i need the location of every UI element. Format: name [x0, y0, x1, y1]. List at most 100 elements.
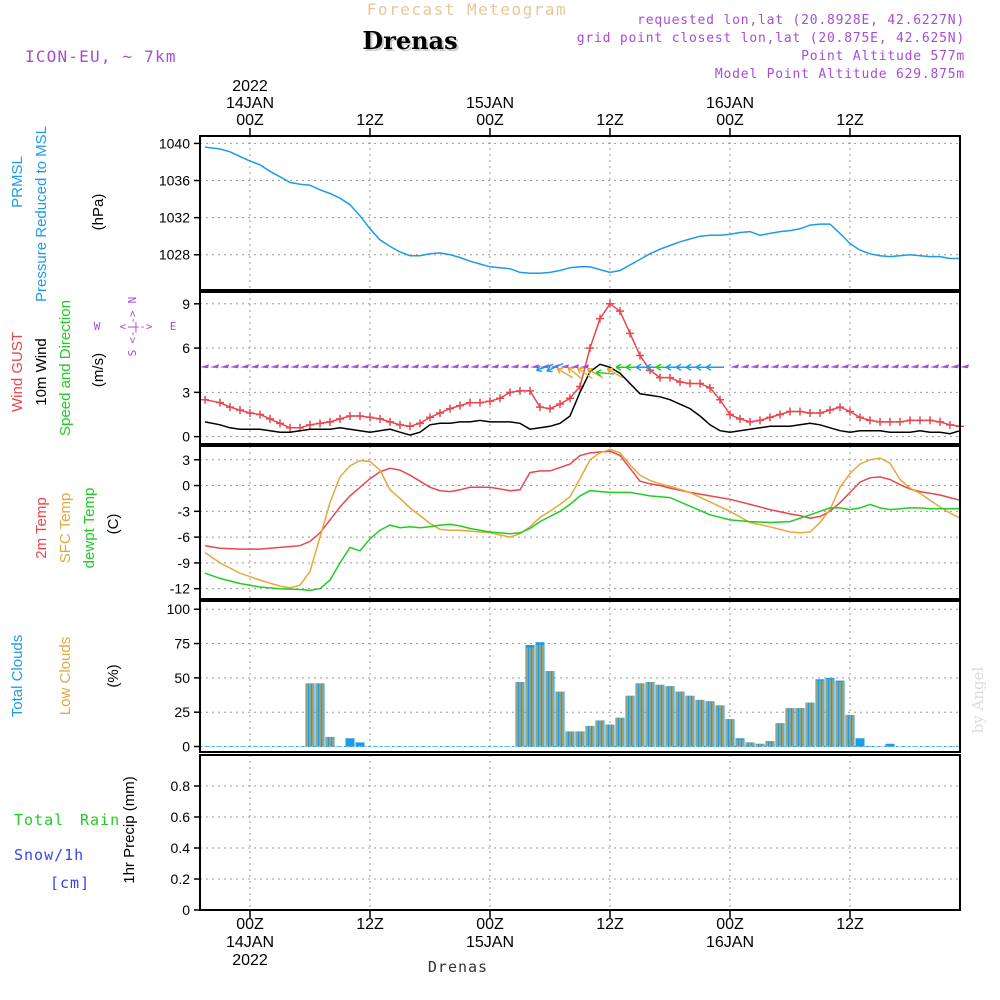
wind-direction-arrow: [330, 364, 339, 369]
wind-direction-arrow: [450, 364, 459, 369]
low-cloud-stripe: [569, 731, 571, 747]
wind-direction-arrow: [870, 364, 879, 369]
gust-marker: [396, 420, 404, 429]
top-time-label: 00Z: [236, 112, 264, 129]
low-cloud-stripe: [326, 736, 328, 747]
temperature-series-1: [204, 448, 961, 589]
precip-side-label-rain: Rain: [80, 811, 120, 829]
low-cloud-stripe: [546, 671, 548, 747]
low-cloud-stripe: [726, 719, 728, 747]
gust-marker: [506, 388, 514, 397]
low-cloud-stripe: [649, 681, 651, 747]
low-cloud-stripe: [716, 705, 718, 747]
wind-direction-arrow: [560, 364, 569, 369]
low-cloud-stripe: [306, 683, 308, 747]
low-cloud-stripe: [576, 731, 578, 747]
low-cloud-stripe: [806, 702, 808, 747]
low-cloud-stripe: [769, 741, 771, 747]
temperature-series-2: [204, 489, 960, 592]
gust-marker: [836, 403, 844, 412]
temperature-panel: 3 0 -3 -6 -9 -12: [170, 445, 961, 600]
low-cloud-stripe: [652, 681, 654, 747]
wind-direction-arrow: [800, 364, 809, 369]
pressure-ytick-label: 1032: [159, 210, 190, 226]
temp-side-label-1: 2m Temp: [33, 497, 50, 558]
gust-marker: [486, 397, 494, 406]
wind-direction-arrow: [850, 364, 859, 369]
clouds-ytick-label: 50: [174, 670, 190, 686]
gust-marker: [546, 404, 554, 413]
location-title-shadow: Drenas: [364, 28, 459, 57]
low-cloud-stripe: [829, 679, 831, 747]
wind-direction-arrow-strong: [546, 362, 564, 373]
low-cloud-stripe: [606, 724, 608, 747]
gust-marker: [886, 417, 894, 426]
wind-direction-arrow: [880, 364, 889, 369]
point-altitude: Point Altitude 577m: [801, 49, 965, 64]
total-cloud-bar: [355, 742, 365, 747]
clouds-ytick-label: 0: [182, 739, 190, 755]
wind-ytick-label: 6: [182, 340, 190, 356]
wind-side-label-3: Speed and Direction: [57, 300, 74, 436]
precip-ytick-label: 0.2: [171, 871, 191, 887]
grid-point-coords: grid point closest lon,lat (20.875E, 42.…: [577, 31, 965, 46]
wind-direction-arrow: [920, 364, 929, 369]
wind-direction-arrow: [220, 364, 229, 369]
clouds-panel: 0 25 50 75 100: [167, 600, 961, 755]
model-altitude: Model Point Altitude 629.875m: [715, 67, 965, 82]
low-cloud-stripe: [746, 742, 748, 747]
temperature-ytick-label: -6: [178, 529, 191, 545]
low-cloud-stripe: [852, 714, 854, 747]
low-cloud-stripe: [719, 705, 721, 747]
wind-direction-arrow-strong: [595, 369, 615, 377]
gust-marker: [906, 416, 914, 425]
low-cloud-stripe: [646, 681, 648, 747]
wind-series-1: [204, 363, 961, 436]
low-cloud-stripe: [709, 701, 711, 747]
low-cloud-stripe: [636, 683, 638, 747]
wind-direction-arrow: [410, 364, 419, 369]
total-cloud-bar: [345, 738, 355, 747]
wind-direction-arrow-strong: [705, 363, 724, 371]
low-cloud-stripe: [689, 695, 691, 747]
low-cloud-stripe: [639, 683, 641, 747]
wind-direction-arrow-strong: [535, 363, 554, 373]
wind-direction-arrow: [820, 364, 829, 369]
low-cloud-stripe: [516, 681, 518, 747]
low-cloud-stripe: [759, 743, 761, 747]
bottom-time-label: 2022: [232, 952, 268, 969]
wind-direction-arrow: [270, 364, 279, 369]
low-cloud-stripe: [826, 679, 828, 747]
pressure-ytick-label: 1036: [159, 173, 190, 189]
gust-marker: [476, 398, 484, 407]
wind-direction-arrow: [300, 364, 309, 369]
super-title: Forecast Meteogram: [367, 0, 567, 19]
pressure-side-label-1: PRMSL: [9, 156, 26, 208]
pressure-frame: [199, 135, 961, 291]
panels: 1028 1032 1036 1040 0 3 6 9 3 0 -3 -6 -9 -12 0 25 50 75 10…: [159, 135, 969, 918]
gust-marker: [306, 420, 314, 429]
pressure-unit-label: (hPa): [90, 194, 107, 231]
gust-marker: [656, 373, 664, 382]
temperature-ytick-label: 3: [182, 452, 190, 468]
wind-unit-label: (m/s): [90, 353, 107, 387]
precip-frame: [199, 754, 961, 911]
wind-frame: [199, 291, 961, 445]
bottom-time-label: 12Z: [836, 916, 864, 933]
compass-east: E: [170, 320, 177, 333]
low-cloud-stripe: [609, 724, 611, 747]
low-cloud-stripe: [846, 714, 848, 747]
low-cloud-stripe: [532, 647, 534, 747]
wind-direction-arrow: [490, 364, 499, 369]
wind-direction-arrow: [260, 364, 269, 369]
clouds-ytick-label: 100: [167, 601, 191, 617]
wind-direction-arrow: [230, 364, 239, 369]
wind-direction-arrow: [760, 364, 769, 369]
low-cloud-stripe: [579, 731, 581, 747]
low-cloud-stripe: [632, 695, 634, 747]
gust-marker: [226, 403, 234, 412]
low-cloud-stripe: [669, 686, 671, 747]
gust-marker: [446, 404, 454, 413]
low-cloud-stripe: [312, 683, 314, 747]
